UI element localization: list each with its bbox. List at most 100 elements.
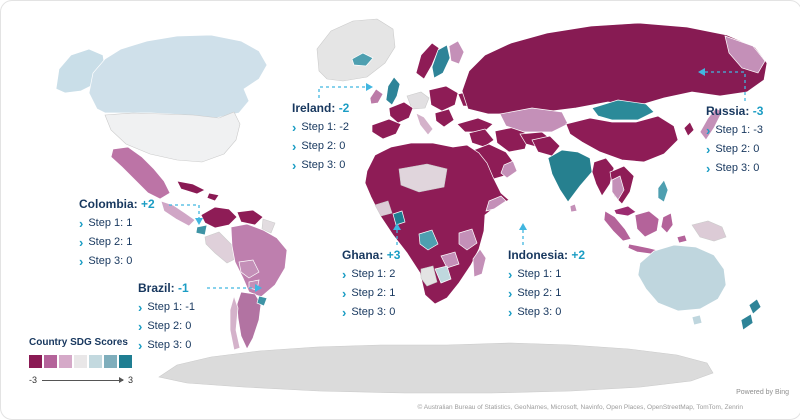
callout-score: -2 (338, 101, 350, 115)
region-usa[interactable] (104, 111, 241, 163)
region-iberia[interactable] (371, 118, 402, 140)
chevron-icon (508, 306, 512, 319)
step-label: Step 3: 0 (88, 255, 133, 267)
legend-swatch (119, 355, 132, 368)
region-east-africa[interactable] (458, 228, 478, 251)
region-turkey[interactable] (456, 117, 494, 133)
callout-ghana: Ghana: +3 Step 1: 2 Step 2: 1 Step 3: 0 (342, 248, 400, 322)
chevron-icon (292, 159, 296, 172)
region-mongolia[interactable] (591, 99, 655, 121)
region-colombia[interactable] (200, 206, 238, 229)
region-new-zealand[interactable] (740, 298, 762, 331)
legend-scale: -3 3 (29, 375, 133, 385)
callout-step: Step 2: 0 (138, 317, 195, 336)
callout-russia: Russia: -3 Step 1: -3 Step 2: 0 Step 3: … (706, 104, 763, 178)
region-italy[interactable] (415, 112, 434, 136)
step-label: Step 3: 0 (715, 162, 760, 174)
region-antarctica[interactable] (158, 342, 714, 394)
region-tasmania[interactable] (691, 314, 703, 326)
region-philippines[interactable] (657, 179, 669, 203)
legend-swatch (59, 355, 72, 368)
region-hispaniola[interactable] (206, 192, 220, 202)
powered-by: Powered by Bing (736, 389, 789, 396)
region-china[interactable] (565, 115, 679, 163)
region-uruguay[interactable] (256, 295, 268, 307)
region-venezuela[interactable] (236, 209, 264, 226)
callout-step: Step 3: 0 (706, 159, 763, 178)
callout-score: -3 (752, 104, 764, 118)
step-label: Step 2: 0 (301, 140, 346, 152)
region-pakistan-afghanistan[interactable] (531, 135, 561, 157)
region-india[interactable] (547, 149, 593, 203)
region-mexico[interactable] (110, 146, 171, 200)
region-korea[interactable] (683, 121, 695, 137)
region-brazil[interactable] (230, 223, 288, 298)
region-canada[interactable] (88, 34, 268, 119)
legend-swatch (74, 355, 87, 368)
chevron-icon (79, 217, 83, 230)
region-new-guinea[interactable] (691, 220, 727, 242)
region-sweden[interactable] (431, 44, 451, 79)
chevron-icon (342, 306, 346, 319)
callout-connectors (169, 68, 746, 292)
callout-step: Step 2: 1 (342, 284, 400, 303)
chevron-icon (138, 301, 142, 314)
region-eastern-europe[interactable] (428, 85, 459, 112)
region-norway[interactable] (415, 42, 440, 80)
region-australia[interactable] (637, 244, 727, 312)
step-label: Step 2: 1 (88, 236, 133, 248)
step-label: Step 3: 0 (517, 306, 562, 318)
region-sahel[interactable] (398, 163, 448, 193)
region-oman-yemen[interactable] (500, 160, 518, 179)
callout-step: Step 3: 0 (508, 303, 585, 322)
region-finland[interactable] (448, 40, 465, 65)
region-levant[interactable] (468, 128, 495, 148)
region-bolivia[interactable] (238, 259, 260, 279)
region-france[interactable] (388, 101, 414, 124)
region-central-america[interactable] (160, 200, 196, 227)
region-namibia[interactable] (420, 265, 438, 287)
callout-step: Step 1: -3 (706, 121, 763, 140)
region-kazakhstan[interactable] (499, 107, 569, 133)
region-ireland[interactable] (369, 88, 384, 105)
callout-country: Ghana: (342, 248, 384, 262)
region-iceland[interactable] (351, 52, 374, 67)
region-congo[interactable] (418, 229, 439, 251)
region-botswana[interactable] (434, 265, 452, 284)
map-attribution: © Australian Bureau of Statistics, GeoNa… (417, 404, 743, 411)
region-myanmar[interactable] (591, 157, 615, 197)
region-ecuador[interactable] (195, 224, 208, 236)
region-malaysia[interactable] (613, 205, 637, 217)
region-russia[interactable] (461, 22, 768, 115)
callout-indonesia: Indonesia: +2 Step 1: 1 Step 2: 1 Step 3… (508, 248, 585, 322)
region-greenland[interactable] (316, 18, 396, 82)
region-guyanas[interactable] (261, 218, 276, 234)
callout-score: +2 (571, 248, 586, 262)
region-russia-far-east[interactable] (724, 35, 766, 74)
region-balkans[interactable] (434, 108, 455, 128)
callout-step: Step 1: 1 (79, 214, 155, 233)
callout-score: +3 (386, 248, 401, 262)
callout-country: Russia: (706, 104, 750, 118)
region-peru[interactable] (204, 231, 238, 264)
region-madagascar[interactable] (472, 248, 487, 278)
region-ghana[interactable] (392, 210, 406, 226)
region-chile[interactable] (229, 294, 241, 351)
step-label: Step 3: 0 (147, 339, 192, 351)
region-cuba[interactable] (176, 180, 206, 195)
region-sri-lanka[interactable] (569, 203, 578, 213)
step-label: Step 1: -3 (715, 124, 764, 136)
step-label: Step 3: 0 (351, 306, 396, 318)
legend-swatch (29, 355, 42, 368)
step-label: Step 1: -1 (147, 301, 196, 313)
region-zambia-zimbabwe[interactable] (440, 251, 460, 269)
chevron-icon (342, 287, 346, 300)
chevron-icon (508, 268, 512, 281)
region-somalia[interactable] (485, 195, 507, 212)
region-uk[interactable] (385, 76, 401, 106)
region-thailand[interactable] (611, 175, 625, 201)
region-west-africa[interactable] (374, 200, 393, 217)
callout-score: +2 (141, 197, 155, 211)
callout-step: Step 1: 1 (508, 265, 585, 284)
